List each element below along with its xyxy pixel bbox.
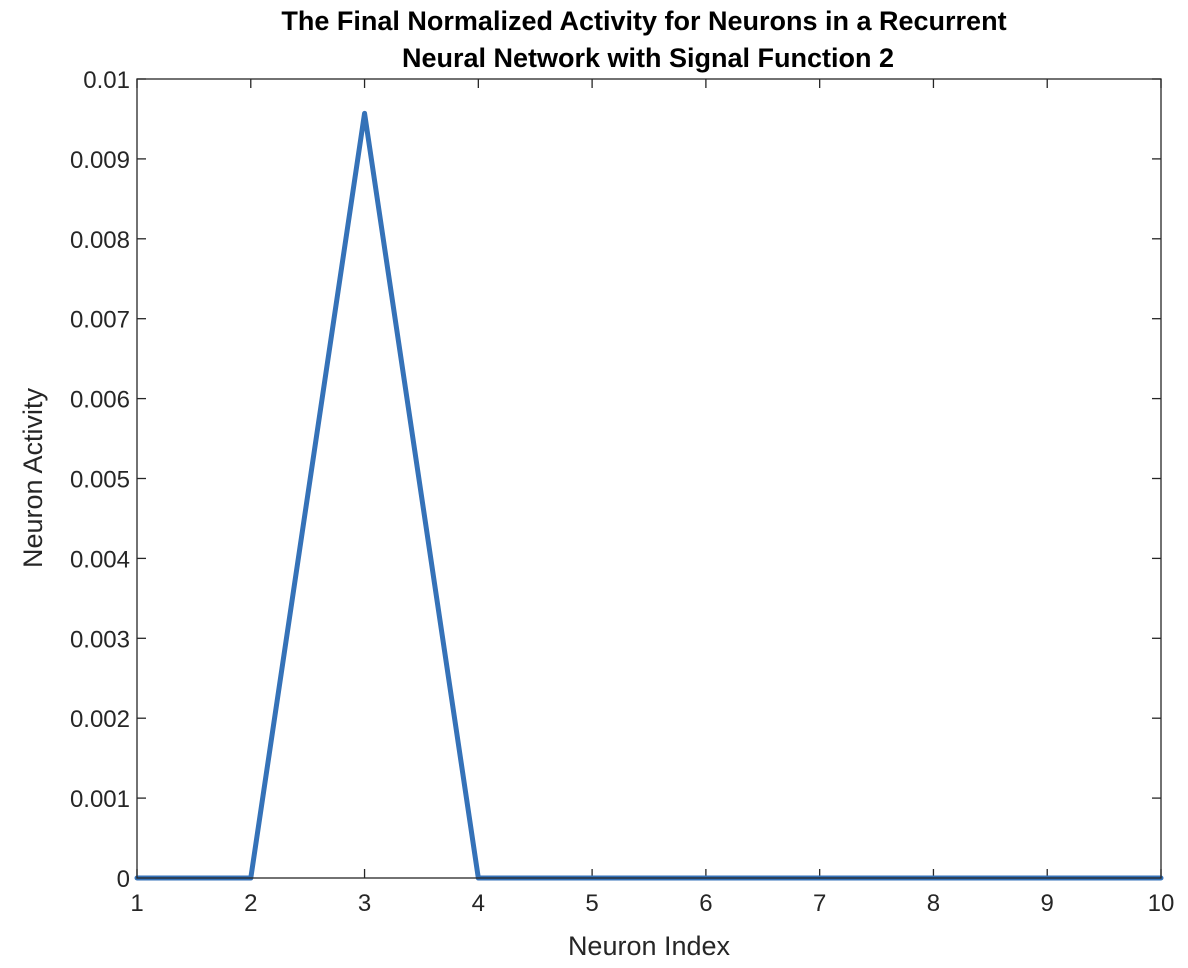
x-tick-label: 7 xyxy=(813,890,826,917)
x-tick-label: 9 xyxy=(1041,890,1054,917)
plot-area xyxy=(137,79,1161,878)
x-tick-label: 6 xyxy=(699,890,712,917)
chart-title-line-1: The Final Normalized Activity for Neuron… xyxy=(281,6,1006,36)
y-tick-label: 0.008 xyxy=(70,227,130,254)
y-axis-ticks: 0 0.001 0.002 0.003 0.004 0.005 0.006 0.007 0.00… xyxy=(70,67,1161,893)
y-axis-label: Neuron Activity xyxy=(18,387,48,568)
x-tick-label: 8 xyxy=(927,890,940,917)
y-tick-label: 0.009 xyxy=(70,147,130,174)
y-tick-label: 0.007 xyxy=(70,307,130,334)
y-tick-label: 0.004 xyxy=(70,546,130,573)
x-tick-label: 5 xyxy=(585,890,598,917)
y-tick-label: 0.001 xyxy=(70,786,130,813)
y-tick-label: 0 xyxy=(117,866,130,893)
x-tick-label: 4 xyxy=(472,890,485,917)
y-tick-label: 0.002 xyxy=(70,706,130,733)
x-tick-label: 10 xyxy=(1148,890,1175,917)
x-axis-ticks: 1 2 3 4 5 6 7 8 9 10 xyxy=(130,79,1174,917)
chart-title-line-2: Neural Network with Signal Function 2 xyxy=(402,43,894,73)
y-tick-label: 0.01 xyxy=(83,67,130,94)
x-tick-label: 1 xyxy=(130,890,143,917)
chart-title: The Final Normalized Activity for Neuron… xyxy=(281,6,1006,73)
x-axis-label: Neuron Index xyxy=(568,931,731,961)
x-tick-label: 2 xyxy=(244,890,257,917)
y-tick-label: 0.003 xyxy=(70,626,130,653)
x-tick-label: 3 xyxy=(358,890,371,917)
y-tick-label: 0.006 xyxy=(70,387,130,414)
y-tick-label: 0.005 xyxy=(70,467,130,494)
axes-box xyxy=(136,78,1162,879)
